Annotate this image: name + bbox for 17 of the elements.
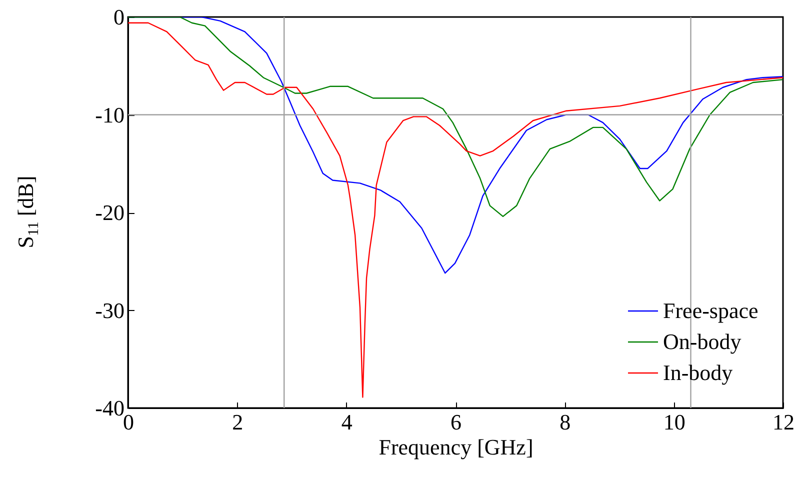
x-tick-label: 2 xyxy=(232,410,244,434)
x-tick-label: 12 xyxy=(772,410,794,434)
legend-label: In-body xyxy=(663,360,733,385)
y-tick-label: 0 xyxy=(114,4,124,30)
legend-label: On-body xyxy=(663,329,742,354)
x-tick-label: 10 xyxy=(663,410,686,434)
y-tick-label: -30 xyxy=(95,298,124,323)
x-axis-title: Frequency [GHz] xyxy=(378,434,534,460)
x-tick-label: 6 xyxy=(450,410,462,434)
x-tick-label: 4 xyxy=(341,410,352,434)
y-tick-label: -10 xyxy=(95,102,124,128)
x-tick-label: 8 xyxy=(560,410,571,434)
legend-label: Free-space xyxy=(663,298,758,323)
y-tick-label: -20 xyxy=(95,200,124,225)
line-series xyxy=(128,17,783,218)
y-tick-label: -40 xyxy=(95,396,124,420)
line-series xyxy=(128,22,783,398)
